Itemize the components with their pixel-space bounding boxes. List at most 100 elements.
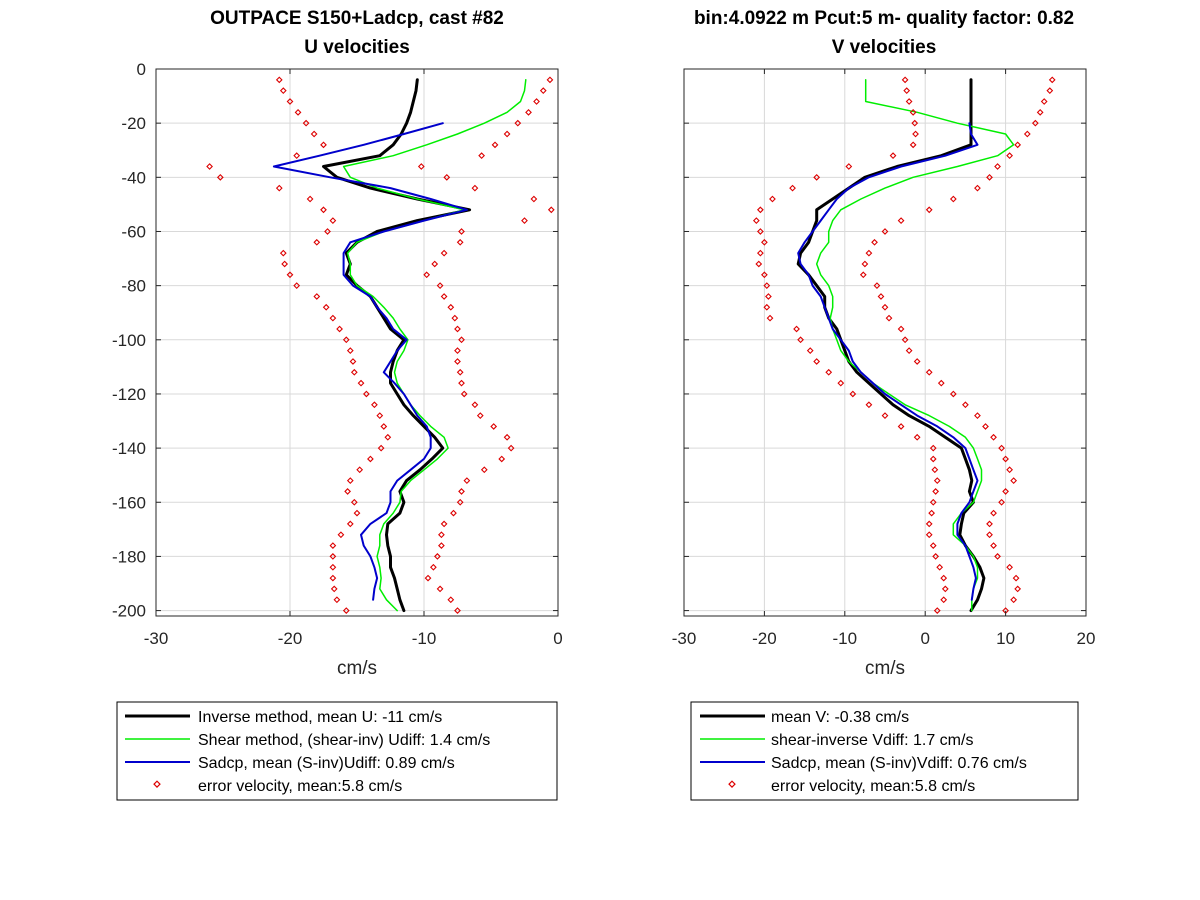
u-error-point — [346, 520, 354, 528]
u-error-point — [454, 347, 461, 355]
u-error-point — [377, 444, 385, 452]
u-ytick-label: -100 — [112, 331, 146, 350]
u-xtick-label: -20 — [278, 629, 303, 648]
u-legend-box — [116, 701, 558, 801]
v-xtick-label: -30 — [672, 629, 697, 648]
u-error-point — [342, 336, 350, 344]
u-error-point — [424, 574, 432, 582]
u-series-sadcp — [272, 122, 468, 601]
u-ytick-label: -40 — [121, 168, 146, 187]
v-error-point — [769, 195, 776, 203]
u-ticks: -30 -20 -10 00-20-40-60-80-100-120-140-160-… — [112, 60, 563, 648]
u-error-point — [279, 249, 287, 257]
u-error-point — [476, 412, 484, 419]
v-error-point — [897, 217, 905, 225]
u-error-point — [458, 336, 465, 344]
u-error-point — [281, 260, 289, 268]
v-error-point — [881, 303, 889, 311]
u-error-point — [478, 152, 485, 160]
v-error-point — [913, 358, 921, 365]
u-error-point — [539, 87, 547, 95]
v-panel-subtitle: V velocities — [832, 37, 937, 58]
v-series-sadcp — [797, 122, 979, 601]
v-error-point — [929, 444, 937, 452]
u-series-group — [206, 76, 555, 614]
u-error-point — [480, 466, 488, 474]
v-error-point — [932, 488, 940, 495]
u-error-point — [320, 206, 327, 214]
v-error-point — [757, 249, 764, 257]
u-error-point — [313, 238, 321, 246]
v-xtick-label: -10 — [833, 629, 858, 648]
v-error-point — [1010, 596, 1018, 604]
v-error-point — [936, 563, 944, 571]
u-error-point — [431, 260, 439, 268]
u-error-point — [450, 509, 457, 517]
v-legend: mean V: -0.38 cm/s shear-inverse Vdiff: … — [690, 701, 1079, 801]
u-error-point — [275, 184, 283, 192]
v-error-point — [928, 509, 936, 517]
u-error-point — [458, 379, 465, 387]
v-error-point — [881, 228, 889, 235]
u-panel-title: OUTPACE S150+Ladcp, cast #82 — [210, 8, 504, 29]
v-error-point — [905, 347, 913, 355]
v-error-point — [1002, 488, 1009, 495]
v-error-point — [949, 390, 957, 398]
u-error-point — [440, 520, 448, 528]
v-ticks: -30 -20 -10 0 10 20 — [672, 68, 1095, 648]
v-error-point — [986, 173, 993, 181]
u-ytick-label: 0 — [137, 60, 146, 79]
u-xlabel: cm/s — [337, 658, 377, 679]
u-axes-box — [155, 68, 559, 617]
u-error-point — [443, 173, 451, 181]
u-legend-label-sadcp: Sadcp, mean (S-inv)Udiff: 0.89 cm/s — [198, 755, 455, 772]
v-grid — [684, 68, 1086, 616]
u-legend-swatch-error — [153, 780, 161, 788]
u-error-point — [286, 271, 294, 279]
u-error-point — [342, 607, 350, 614]
u-error-point — [286, 98, 294, 105]
v-error-point — [813, 173, 821, 181]
v-error-point — [986, 520, 993, 528]
v-error-point — [994, 553, 1001, 560]
v-error-point — [949, 195, 957, 203]
u-error-point — [320, 141, 327, 149]
v-xtick-label: 10 — [996, 629, 1015, 648]
u-error-point — [336, 325, 343, 333]
v-error-point — [925, 531, 933, 539]
v-error-point — [933, 607, 941, 614]
v-error-point — [901, 76, 909, 84]
v-error-point — [1006, 563, 1013, 571]
u-error-point — [275, 76, 283, 84]
u-error-point — [440, 293, 448, 300]
u-error-point — [471, 184, 479, 192]
v-error-point — [757, 206, 764, 214]
u-error-point — [329, 217, 337, 225]
u-ytick-label: -180 — [112, 547, 146, 566]
u-error-point — [460, 390, 468, 398]
u-error-point — [458, 488, 465, 495]
v-error-point — [974, 184, 981, 192]
u-ytick-label: -200 — [112, 602, 146, 621]
u-error-point — [463, 477, 471, 484]
u-error-point — [458, 228, 465, 235]
v-error-point — [849, 390, 857, 398]
v-error-point — [903, 87, 911, 95]
u-error-point — [456, 238, 464, 246]
u-legend-label-error: error velocity, mean:5.8 cm/s — [198, 778, 402, 795]
v-error-point — [909, 108, 917, 116]
v-error-point — [1012, 574, 1020, 582]
v-error-point — [913, 433, 921, 441]
v-error-point — [905, 98, 913, 105]
v-error-point — [1002, 455, 1009, 463]
v-error-point — [1031, 119, 1039, 127]
v-error-point — [932, 553, 940, 560]
v-legend-label-shear: shear-inverse Vdiff: 1.7 cm/s — [771, 732, 973, 749]
u-error-point — [279, 87, 287, 95]
v-error-point — [929, 455, 937, 463]
v-error-point — [940, 574, 948, 582]
u-error-point — [417, 163, 425, 170]
u-error-point — [436, 282, 444, 290]
v-error-point — [1048, 76, 1056, 84]
